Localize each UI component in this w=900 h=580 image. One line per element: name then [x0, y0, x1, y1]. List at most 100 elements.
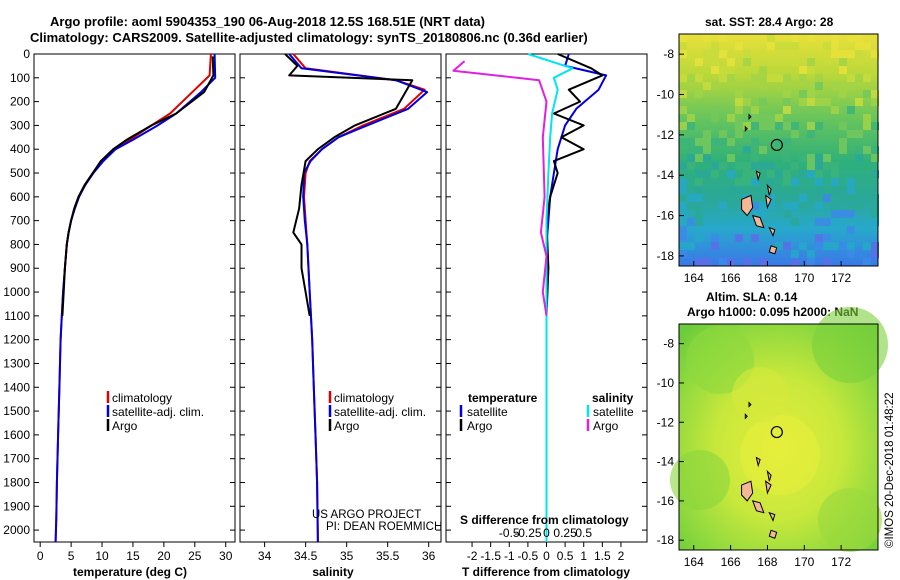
sst-cell [823, 218, 831, 226]
island-shape [768, 529, 778, 539]
sst-cell [767, 170, 775, 178]
sst-cell [743, 258, 751, 266]
project-credit: US ARGO PROJECT [312, 509, 421, 521]
sst-cell [775, 138, 783, 146]
island-shape [766, 183, 772, 196]
depth-tick-label: 0 [23, 47, 30, 61]
sst-cell [751, 114, 759, 122]
sst-cell [711, 114, 719, 122]
s-tick-label: -0.25 [514, 526, 542, 540]
sst-cell [839, 58, 847, 66]
sst-cell [831, 178, 839, 186]
sst-cell [839, 138, 847, 146]
sst-cell [695, 194, 703, 202]
lon-tick-label: 164 [684, 555, 704, 569]
sst-cell [751, 178, 759, 186]
sst-cell [695, 234, 703, 242]
sst-cell [831, 50, 839, 58]
sst-cell [743, 162, 751, 170]
sst-cell [847, 226, 855, 234]
sst-cell [687, 242, 695, 250]
sst-cell [679, 210, 687, 218]
sst-cell [679, 242, 687, 250]
sst-cell [759, 98, 767, 106]
lat-tick-label: -16 [657, 209, 675, 223]
sst-cell [751, 234, 759, 242]
sst-cell [799, 74, 807, 82]
sst-map-texture [679, 34, 879, 266]
sst-cell [687, 146, 695, 154]
sst-cell [687, 162, 695, 170]
sst-cell [855, 130, 863, 138]
temperature-axis-label: temperature (deg C) [73, 565, 187, 579]
sst-cell [831, 210, 839, 218]
sst-cell [735, 130, 743, 138]
lat-tick-label: -18 [657, 249, 675, 263]
sst-cell [735, 122, 743, 130]
sst-cell [711, 170, 719, 178]
sst-cell [823, 98, 831, 106]
sst-cell [767, 178, 775, 186]
sst-cell [863, 74, 871, 82]
sst-cell [695, 90, 703, 98]
sst-cell [687, 122, 695, 130]
sst-cell [871, 242, 879, 250]
sst-cell [703, 50, 711, 58]
sst-cell [823, 234, 831, 242]
sst-cell [687, 218, 695, 226]
sst-cell [815, 170, 823, 178]
x-tick-label: 20 [157, 549, 171, 563]
sst-cell [847, 82, 855, 90]
sst-cell [871, 202, 879, 210]
sst-cell [743, 58, 751, 66]
sst-cell [783, 210, 791, 218]
t-difference-axis-label: T difference from climatology [462, 565, 630, 579]
sst-cell [735, 162, 743, 170]
sst-cell [703, 146, 711, 154]
sst-cell [679, 250, 687, 258]
depth-tick-label: 500 [10, 166, 30, 180]
sst-cell [783, 122, 791, 130]
sst-cell [839, 66, 847, 74]
sst-cell [831, 34, 839, 42]
sst-cell [775, 58, 783, 66]
series-line-argo [284, 53, 414, 317]
sst-cell [687, 194, 695, 202]
x-tick-label: 34.5 [294, 549, 318, 563]
sst-cell [719, 138, 727, 146]
island-shape [741, 480, 754, 502]
sst-cell [847, 210, 855, 218]
sst-cell [775, 122, 783, 130]
s-tick-label: 0 [543, 526, 550, 540]
depth-tick-label: 1500 [3, 404, 30, 418]
sst-cell [727, 186, 735, 194]
sst-cell [799, 90, 807, 98]
sst-cell [863, 122, 871, 130]
sst-cell [839, 82, 847, 90]
sst-cell [807, 98, 815, 106]
sst-cell [727, 202, 735, 210]
sst-cell [863, 114, 871, 122]
sst-cell [847, 186, 855, 194]
sst-cell [847, 106, 855, 114]
sst-cell [735, 114, 743, 122]
legend-label-satellite: satellite-adj. clim. [112, 405, 204, 419]
sla-blob [732, 367, 788, 423]
sst-cell [775, 114, 783, 122]
sst-cell [831, 202, 839, 210]
sst-cell [695, 58, 703, 66]
depth-tick-label: 1100 [4, 309, 30, 323]
sst-cell [799, 154, 807, 162]
sst-cell [823, 42, 831, 50]
sst-cell [679, 178, 687, 186]
sst-cell [679, 106, 687, 114]
sst-cell [695, 138, 703, 146]
depth-tick-label: 800 [10, 237, 30, 251]
depth-tick-label: 100 [10, 71, 30, 85]
sst-cell [679, 122, 687, 130]
sst-cell [719, 162, 727, 170]
sst-cell [727, 138, 735, 146]
lat-tick-label: -10 [657, 88, 675, 102]
sst-cell [871, 154, 879, 162]
x-tick-label: -1.5 [480, 549, 501, 563]
